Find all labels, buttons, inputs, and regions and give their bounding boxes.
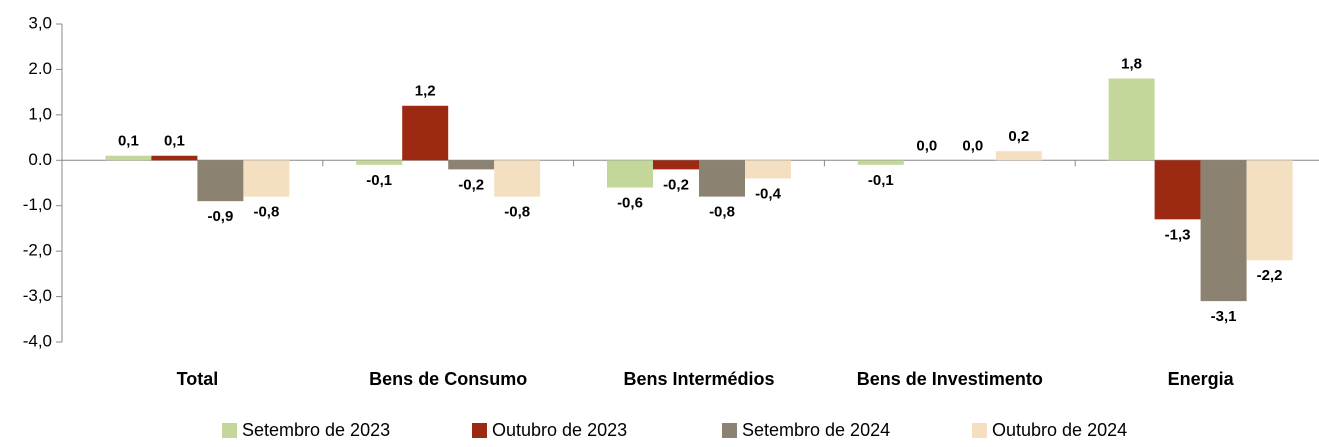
value-label: 0,1 bbox=[118, 133, 139, 150]
value-label: 0,1 bbox=[164, 133, 185, 150]
y-tick-label: -3,0 bbox=[23, 286, 52, 305]
y-tick-label: 2.0 bbox=[28, 59, 52, 78]
value-label: -0,2 bbox=[663, 176, 689, 193]
legend-label: Outubro de 2024 bbox=[992, 420, 1127, 440]
bar bbox=[1200, 160, 1247, 302]
value-label: 0,0 bbox=[962, 137, 983, 154]
bar bbox=[494, 160, 541, 197]
bar bbox=[995, 151, 1042, 161]
value-label: -0,4 bbox=[755, 185, 782, 202]
legend-label: Outubro de 2023 bbox=[492, 420, 627, 440]
bar bbox=[653, 160, 699, 170]
x-tick-label: Bens Intermédios bbox=[623, 369, 774, 389]
bar bbox=[607, 160, 653, 188]
bar bbox=[1108, 78, 1155, 161]
y-tick-label: 3,0 bbox=[28, 13, 52, 32]
bar bbox=[745, 160, 791, 179]
value-label: 1,2 bbox=[415, 83, 436, 100]
y-tick-label: 0.0 bbox=[28, 150, 52, 169]
bar bbox=[1154, 160, 1201, 220]
bar bbox=[699, 160, 745, 197]
bar bbox=[857, 160, 904, 165]
y-tick-label: 1,0 bbox=[28, 104, 52, 123]
x-tick-label: Energia bbox=[1168, 369, 1235, 389]
bar bbox=[1246, 160, 1293, 261]
value-label: -2,2 bbox=[1257, 267, 1283, 284]
value-label: -0,1 bbox=[868, 172, 894, 189]
x-tick-label: Total bbox=[177, 369, 219, 389]
value-label: 0,2 bbox=[1008, 128, 1029, 145]
legend-swatch bbox=[972, 423, 987, 438]
bar bbox=[243, 160, 290, 197]
legend-label: Setembro de 2024 bbox=[742, 420, 890, 440]
y-tick-label: -4,0 bbox=[23, 331, 52, 350]
bar bbox=[151, 155, 198, 161]
legend-swatch bbox=[472, 423, 487, 438]
value-label: 1,8 bbox=[1121, 55, 1142, 72]
value-label: -0,6 bbox=[617, 195, 643, 212]
y-tick-label: -2,0 bbox=[23, 241, 52, 260]
legend-swatch bbox=[722, 423, 737, 438]
bar bbox=[197, 160, 244, 202]
bar bbox=[448, 160, 495, 170]
bar bbox=[356, 160, 403, 165]
value-label: -0,9 bbox=[207, 208, 233, 225]
bar bbox=[402, 105, 449, 161]
x-tick-label: Bens de Consumo bbox=[369, 369, 527, 389]
value-label: -1,3 bbox=[1165, 226, 1191, 243]
value-label: -0,8 bbox=[253, 204, 279, 221]
legend-swatch bbox=[222, 423, 237, 438]
value-label: -0,8 bbox=[709, 204, 735, 221]
bar bbox=[105, 155, 152, 161]
value-label: -0,2 bbox=[458, 176, 484, 193]
value-label: 0,0 bbox=[916, 137, 937, 154]
x-tick-label: Bens de Investimento bbox=[857, 369, 1043, 389]
y-tick-label: -1,0 bbox=[23, 195, 52, 214]
value-label: -3,1 bbox=[1211, 308, 1237, 325]
legend-label: Setembro de 2023 bbox=[242, 420, 390, 440]
value-label: -0,8 bbox=[504, 204, 530, 221]
value-label: -0,1 bbox=[366, 172, 392, 189]
